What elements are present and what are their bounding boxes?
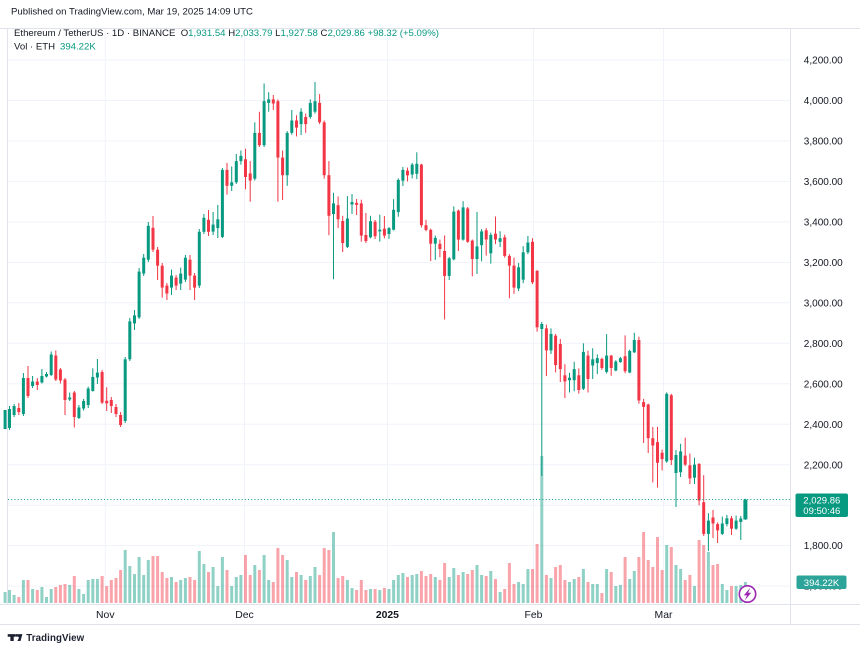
svg-text:09:50:46: 09:50:46 <box>803 506 840 517</box>
svg-text:Nov: Nov <box>96 610 115 621</box>
svg-text:2,029.86: 2,029.86 <box>803 496 840 507</box>
svg-text:Mar: Mar <box>655 610 673 621</box>
svg-text:Dec: Dec <box>235 610 253 621</box>
svg-text:3,000.00: 3,000.00 <box>804 298 843 309</box>
svg-text:2,800.00: 2,800.00 <box>804 339 843 350</box>
svg-text:394.22K: 394.22K <box>804 578 840 589</box>
svg-text:4,000.00: 4,000.00 <box>804 96 843 107</box>
svg-text:Ethereum / TetherUS · 1D · BIN: Ethereum / TetherUS · 1D · BINANCE O1,93… <box>14 28 439 39</box>
svg-text:3,600.00: 3,600.00 <box>804 177 843 188</box>
svg-text:2,600.00: 2,600.00 <box>804 379 843 390</box>
svg-text:Vol · ETH 394.22K: Vol · ETH 394.22K <box>14 42 96 53</box>
svg-text:Published on TradingView.com,: Published on TradingView.com, Mar 19, 20… <box>11 7 253 18</box>
svg-text:Feb: Feb <box>525 610 543 621</box>
svg-text:2,400.00: 2,400.00 <box>804 420 843 431</box>
svg-text:2025: 2025 <box>376 610 399 621</box>
svg-text:3,800.00: 3,800.00 <box>804 137 843 148</box>
svg-text:TradingView: TradingView <box>26 633 84 644</box>
svg-text:4,200.00: 4,200.00 <box>804 56 843 67</box>
svg-text:3,400.00: 3,400.00 <box>804 218 843 229</box>
svg-text:3,200.00: 3,200.00 <box>804 258 843 269</box>
svg-text:2,200.00: 2,200.00 <box>804 460 843 471</box>
svg-text:1,800.00: 1,800.00 <box>804 541 843 552</box>
